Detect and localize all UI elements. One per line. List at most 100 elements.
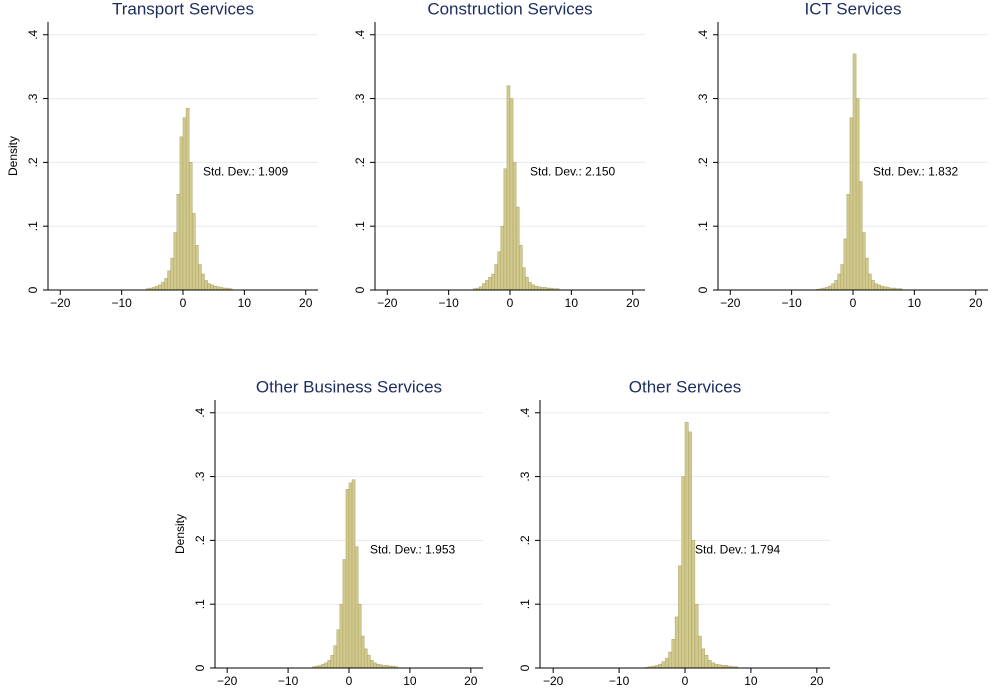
bar [701,648,706,669]
bar [327,660,331,669]
bar [874,283,878,291]
bar [342,559,347,669]
bar [324,662,328,669]
bar [865,257,869,291]
bar [370,660,374,669]
y-tick-label: .1 [193,599,207,609]
bar [522,267,526,291]
bar [500,225,505,291]
x-tick-label: −20 [720,296,741,310]
y-tick-label: .4 [353,29,367,39]
bar [534,285,538,291]
x-tick-label: 10 [565,296,579,310]
bar [697,635,702,669]
x-tick-label: 0 [507,296,514,310]
bar [528,282,532,291]
x-tick-label: 20 [969,296,983,310]
bar [164,278,168,291]
bar [828,285,832,291]
bar [339,603,344,669]
bar [330,654,335,669]
bar [681,476,686,669]
bar [497,251,502,291]
bar [210,284,214,291]
y-tick-label: .2 [353,157,367,167]
bar [688,431,692,669]
bar [482,283,486,291]
bar [167,270,171,291]
bar [373,662,377,669]
x-tick-label: −20 [543,674,564,688]
bar [714,663,719,669]
bar [518,245,523,291]
bar [684,422,689,669]
x-tick-label: −20 [217,674,238,688]
bar [170,257,175,291]
x-tick-label: 0 [346,674,353,688]
bar [357,603,362,669]
bar [207,283,211,291]
bar [871,280,875,291]
bar [488,276,492,291]
x-tick-label: 20 [299,296,313,310]
bar [336,629,341,669]
x-tick-label: 10 [744,674,758,688]
bar [707,660,712,669]
annotation: Std. Dev.: 1.794 [695,542,780,556]
bar [195,245,199,291]
bar [678,565,682,669]
bar [506,85,511,291]
y-axis-label: Density [6,136,20,176]
y-tick-label: .4 [696,29,710,39]
panel-title: Construction Services [427,0,592,18]
y-tick-label: .3 [696,93,710,103]
bar [351,479,356,669]
y-tick-label: 0 [353,286,367,293]
bar [668,651,673,669]
bar [664,658,669,669]
bar [176,194,181,291]
bar [877,284,881,291]
bar [321,663,325,669]
bar [333,645,338,669]
y-tick-label: .2 [696,157,710,167]
bar [880,285,884,291]
bar [525,276,529,291]
bar [671,639,676,669]
bar [849,117,854,291]
y-tick-label: .1 [26,221,40,231]
panel-title: Other Services [629,377,741,396]
annotation: Std. Dev.: 1.953 [370,542,455,556]
bar [852,53,857,291]
bar [363,648,368,669]
bar [840,264,845,291]
y-tick-label: .2 [193,535,207,545]
annotation: Std. Dev.: 1.832 [873,164,958,178]
x-tick-label: −10 [438,296,459,310]
bar [354,546,359,669]
bar [348,482,353,669]
bar [837,273,841,291]
bar [494,264,498,291]
y-tick-label: .4 [26,29,40,39]
bar [491,273,495,291]
x-tick-label: −10 [278,674,299,688]
bar [367,654,371,669]
bar [345,489,350,669]
y-tick-label: .3 [193,471,207,481]
bar [704,654,709,669]
bar [213,285,218,291]
bar [694,603,699,669]
bar [658,663,663,669]
y-tick-label: .3 [353,93,367,103]
bar [531,284,535,291]
bar [201,273,205,291]
x-tick-label: 20 [464,674,478,688]
x-tick-label: 0 [850,296,857,310]
bar [834,280,838,291]
bar [711,662,715,669]
bar [512,162,517,291]
x-tick-label: 20 [626,296,640,310]
x-tick-label: −10 [111,296,132,310]
bar [691,540,696,669]
